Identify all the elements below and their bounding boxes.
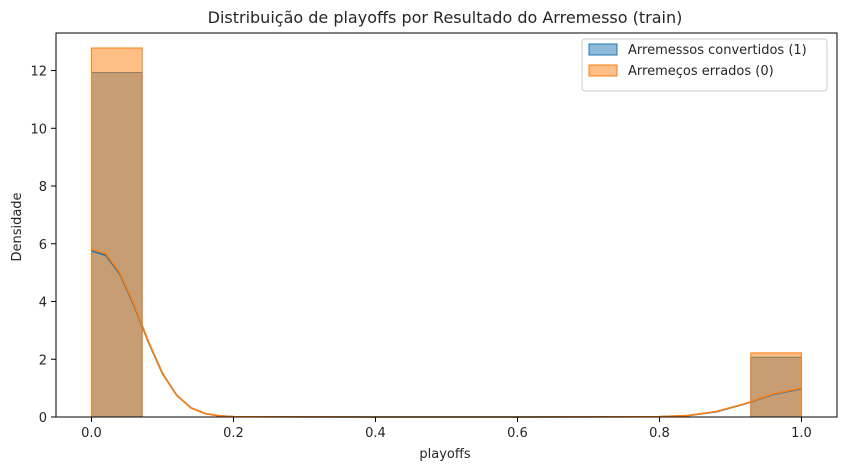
legend-swatch-converted [588, 43, 618, 56]
y-axis-label: Densidade [10, 192, 25, 261]
plot-frame [55, 32, 838, 418]
y-tick-label: 6 [39, 238, 47, 253]
kde-line-series-1 [91, 248, 802, 418]
bars-layer [91, 47, 803, 418]
x-tick-label: 1.0 [791, 426, 812, 441]
y-tick-label: 4 [39, 296, 47, 311]
x-axis-label: playoffs [419, 447, 470, 462]
bar-series-1-bin-0 [91, 47, 143, 418]
x-axis-ticks: 0.0 0.2 0.4 0.6 0.8 1.0 [81, 417, 812, 441]
y-tick-label: 12 [30, 65, 47, 80]
legend: Arremessos convertidos (1) Arremeços err… [581, 38, 828, 92]
x-tick-label: 0.6 [507, 426, 528, 441]
legend-box [581, 38, 828, 92]
bar-series-1-bin-1 [750, 352, 803, 418]
legend-label-missed: Arremeços errados (0) [628, 64, 774, 79]
y-axis-ticks: 0 2 4 6 8 10 12 [30, 65, 56, 426]
y-tick-label: 8 [39, 180, 47, 195]
x-tick-label: 0.4 [365, 426, 386, 441]
y-tick-label: 0 [39, 411, 47, 426]
chart-title: Distribuição de playoffs por Resultado d… [208, 8, 683, 27]
y-tick-label: 10 [30, 122, 47, 137]
legend-swatch-missed [588, 64, 618, 77]
x-tick-label: 0.2 [223, 426, 244, 441]
x-tick-label: 0.8 [649, 426, 670, 441]
y-tick-label: 2 [39, 353, 47, 368]
legend-label-converted: Arremessos convertidos (1) [628, 43, 807, 58]
x-tick-label: 0.0 [81, 426, 102, 441]
kde-layer [91, 248, 802, 418]
